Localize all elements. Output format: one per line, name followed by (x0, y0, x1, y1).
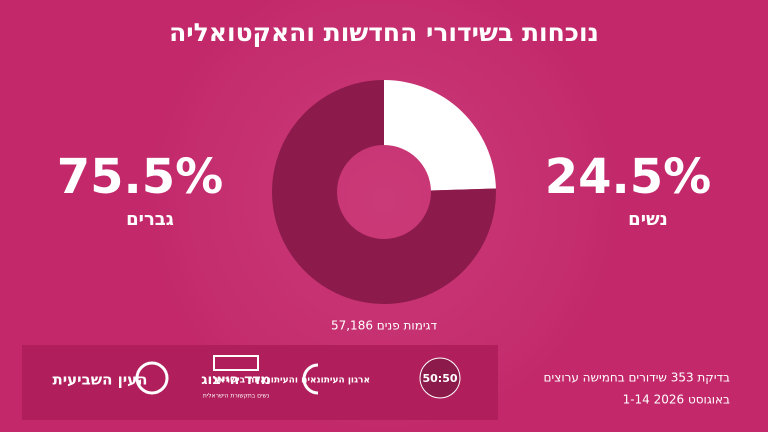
logo-icon (213, 355, 259, 371)
category-label: נשים (628, 209, 668, 230)
footer-line: בדיקת 353 שידורים בחמישה ערוצים (544, 371, 731, 385)
background-glow (144, 0, 624, 432)
category-label: גברים (126, 209, 174, 230)
logo-icon (302, 363, 319, 395)
chart-title: נוכחות בשידורי החדשות והאקטואליה (169, 18, 599, 47)
logo-bar (22, 345, 498, 420)
logo-text: 50:50 (422, 372, 457, 385)
logo-text: נשים בתקשורת הישראלית (203, 393, 269, 400)
logo-text: מדד הייצוג (201, 372, 271, 388)
logo-icon (135, 361, 169, 395)
value-label: 75.5% (57, 149, 224, 205)
slice (384, 80, 496, 191)
value-label: 24.5% (545, 149, 712, 205)
logo-text: ארגון העיתונאים והעיתונאיות בישראל (213, 376, 370, 386)
sample-note: 57,186 דגימות פנים (331, 319, 438, 333)
logo-text: העין השביעית (53, 371, 148, 389)
slice (272, 80, 496, 305)
footer-line: 1-14 באוגוסט 2026 (623, 393, 730, 407)
logo-icon (419, 357, 461, 399)
